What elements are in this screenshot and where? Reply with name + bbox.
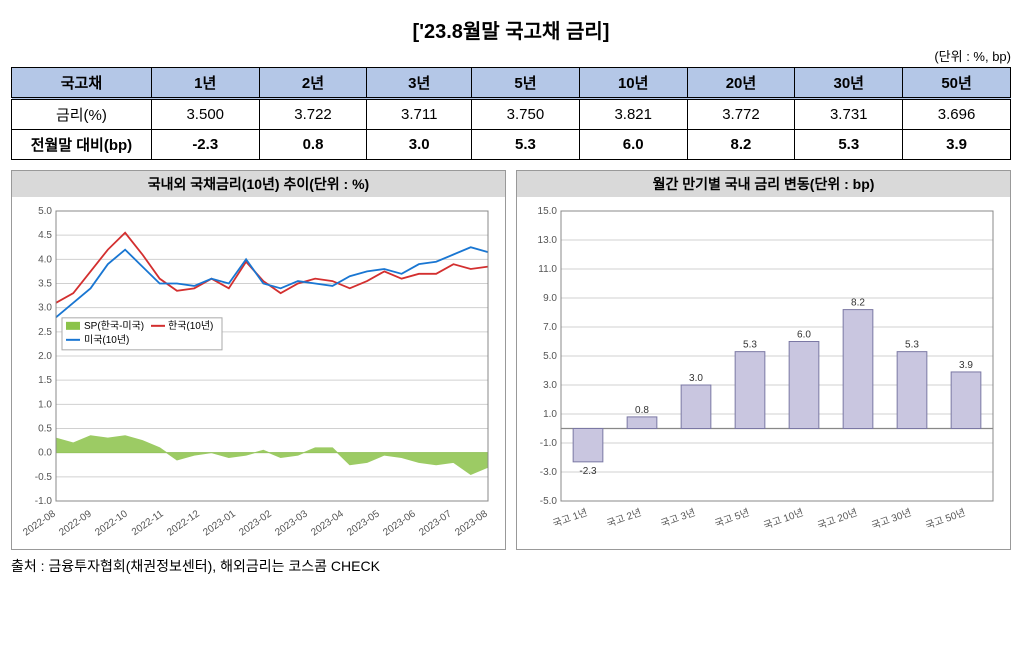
svg-text:5.3: 5.3 xyxy=(743,340,757,351)
svg-text:4.0: 4.0 xyxy=(38,254,52,265)
svg-text:8.2: 8.2 xyxy=(851,298,865,309)
svg-text:2022-10: 2022-10 xyxy=(93,508,130,538)
cell-rate: 3.750 xyxy=(472,99,580,130)
svg-text:3.0: 3.0 xyxy=(689,373,703,384)
svg-text:-3.0: -3.0 xyxy=(540,467,558,478)
svg-text:국고 5년: 국고 5년 xyxy=(713,507,751,531)
svg-text:5.3: 5.3 xyxy=(905,340,919,351)
svg-text:0.5: 0.5 xyxy=(38,424,52,435)
svg-text:2022-08: 2022-08 xyxy=(21,508,58,538)
svg-text:-1.0: -1.0 xyxy=(35,496,53,507)
cell-delta: 8.2 xyxy=(687,130,795,160)
cell-rate: 3.722 xyxy=(259,99,367,130)
cell-delta: 6.0 xyxy=(579,130,687,160)
svg-text:2022-09: 2022-09 xyxy=(57,508,94,538)
row-rate-label: 금리(%) xyxy=(12,99,152,130)
svg-text:2023-03: 2023-03 xyxy=(273,508,310,538)
cell-delta: 3.0 xyxy=(367,130,472,160)
svg-text:2.5: 2.5 xyxy=(38,327,52,338)
svg-text:9.0: 9.0 xyxy=(543,293,557,304)
th-period: 5년 xyxy=(472,68,580,99)
svg-text:2022-11: 2022-11 xyxy=(130,508,166,538)
svg-text:15.0: 15.0 xyxy=(538,206,558,217)
th-period: 2년 xyxy=(259,68,367,99)
bar-chart-box: 월간 만기별 국내 금리 변동(단위 : bp) -5.0 -3.0 -1.0 1.0… xyxy=(516,170,1011,550)
svg-text:국고 2년: 국고 2년 xyxy=(605,507,643,531)
th-period: 3년 xyxy=(367,68,472,99)
svg-text:2.0: 2.0 xyxy=(38,351,52,362)
svg-text:2023-08: 2023-08 xyxy=(453,508,490,538)
svg-text:1.0: 1.0 xyxy=(38,399,52,410)
svg-text:6.0: 6.0 xyxy=(797,330,811,341)
svg-text:미국(10년): 미국(10년) xyxy=(84,334,129,346)
row-delta-label: 전월말 대비(bp) xyxy=(12,130,152,160)
th-period: 10년 xyxy=(579,68,687,99)
cell-rate: 3.731 xyxy=(795,99,903,130)
bar-chart: -5.0 -3.0 -1.0 1.0 3.0 5.0 7.0 9.0 11.0 13.0 15.0 -… xyxy=(523,203,1003,543)
svg-text:5.0: 5.0 xyxy=(38,206,52,217)
svg-text:SP(한국-미국): SP(한국-미국) xyxy=(84,320,144,332)
cell-delta: 5.3 xyxy=(472,130,580,160)
cell-delta: 3.9 xyxy=(903,130,1011,160)
svg-text:-5.0: -5.0 xyxy=(540,496,558,507)
line-chart: -1.0 -0.5 0.0 0.5 1.0 1.5 2.0 2.5 3.0 3.5 4.0 4.5 5.… xyxy=(18,203,498,543)
svg-text:2023-04: 2023-04 xyxy=(309,508,346,538)
bar-chart-title: 월간 만기별 국내 금리 변동(단위 : bp) xyxy=(517,171,1010,197)
svg-text:3.0: 3.0 xyxy=(38,303,52,314)
svg-text:-0.5: -0.5 xyxy=(35,472,53,483)
svg-text:-1.0: -1.0 xyxy=(540,438,558,449)
svg-text:2023-05: 2023-05 xyxy=(345,508,382,538)
cell-rate: 3.821 xyxy=(579,99,687,130)
line-chart-title: 국내외 국채금리(10년) 추이(단위 : %) xyxy=(12,171,505,197)
th-period: 30년 xyxy=(795,68,903,99)
svg-text:1.0: 1.0 xyxy=(543,409,557,420)
svg-text:3.5: 3.5 xyxy=(38,279,52,290)
rates-table: 국고채 1년 2년 3년 5년 10년 20년 30년 50년 금리(%) 3.… xyxy=(11,67,1011,160)
page-title: ['23.8월말 국고채 금리] xyxy=(11,15,1011,44)
svg-text:2023-01: 2023-01 xyxy=(201,508,238,538)
svg-text:2023-06: 2023-06 xyxy=(381,508,418,538)
svg-text:한국(10년): 한국(10년) xyxy=(168,320,213,332)
svg-text:국고 1년: 국고 1년 xyxy=(551,507,589,531)
footer-source: 출처 : 금융투자협회(채권정보센터), 해외금리는 코스콤 CHECK xyxy=(11,556,1011,576)
cell-rate: 3.772 xyxy=(687,99,795,130)
unit-label: (단위 : %, bp) xyxy=(11,46,1011,65)
svg-text:2023-07: 2023-07 xyxy=(417,508,454,538)
svg-text:4.5: 4.5 xyxy=(38,230,52,241)
svg-text:0.8: 0.8 xyxy=(635,405,649,416)
svg-text:3.0: 3.0 xyxy=(543,380,557,391)
cell-rate: 3.500 xyxy=(151,99,259,130)
svg-text:-2.3: -2.3 xyxy=(579,466,597,477)
svg-text:국고 20년: 국고 20년 xyxy=(816,507,859,532)
cell-delta: 0.8 xyxy=(259,130,367,160)
th-label: 국고채 xyxy=(12,68,152,99)
svg-text:국고 30년: 국고 30년 xyxy=(870,507,913,532)
cell-rate: 3.711 xyxy=(367,99,472,130)
th-period: 1년 xyxy=(151,68,259,99)
cell-delta: 5.3 xyxy=(795,130,903,160)
svg-text:1.5: 1.5 xyxy=(38,375,52,386)
th-period: 20년 xyxy=(687,68,795,99)
svg-text:국고 10년: 국고 10년 xyxy=(762,507,805,532)
svg-text:0.0: 0.0 xyxy=(38,448,52,459)
svg-text:13.0: 13.0 xyxy=(538,235,558,246)
svg-text:7.0: 7.0 xyxy=(543,322,557,333)
svg-text:5.0: 5.0 xyxy=(543,351,557,362)
svg-text:11.0: 11.0 xyxy=(538,264,557,275)
cell-rate: 3.696 xyxy=(903,99,1011,130)
th-period: 50년 xyxy=(903,68,1011,99)
cell-delta: -2.3 xyxy=(151,130,259,160)
svg-text:국고 50년: 국고 50년 xyxy=(924,507,967,532)
svg-text:3.9: 3.9 xyxy=(959,360,973,371)
svg-text:2022-12: 2022-12 xyxy=(165,508,202,538)
svg-text:2023-02: 2023-02 xyxy=(237,508,274,538)
svg-text:국고 3년: 국고 3년 xyxy=(659,507,697,531)
line-chart-box: 국내외 국채금리(10년) 추이(단위 : %) -1.0 -0.5 0.0 0.5 1… xyxy=(11,170,506,550)
